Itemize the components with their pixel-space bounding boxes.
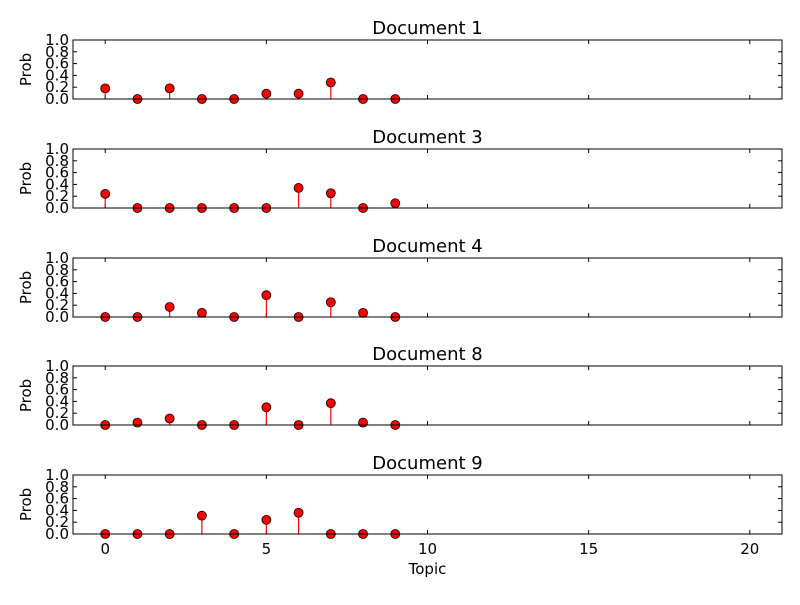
data-point <box>261 402 272 413</box>
y-tick-label: 0.6 <box>45 164 69 182</box>
data-point <box>100 83 111 94</box>
y-tick-label: 1.0 <box>45 357 69 375</box>
data-point <box>293 507 304 518</box>
subplot-title: Document 3 <box>372 127 482 148</box>
y-tick-label: 0.8 <box>45 478 69 496</box>
data-point <box>100 188 111 199</box>
y-axis-label: Prob <box>17 162 35 195</box>
data-point <box>293 88 304 99</box>
x-tick-label: 20 <box>740 540 759 558</box>
y-tick-label: 0.8 <box>45 369 69 387</box>
subplot: Document 1 Prob 0.00.20.40.60.81.0 <box>17 18 783 108</box>
subplot: Document 9 Prob 0.00.20.40.60.81.0 0 5 10 15 20… <box>17 453 783 578</box>
y-tick-label: 0.2 <box>45 187 69 205</box>
x-tick-label: 5 <box>262 540 272 558</box>
data-point <box>325 398 336 409</box>
y-tick-label: 0.2 <box>45 513 69 531</box>
y-tick-label: 0.6 <box>45 273 69 291</box>
subplot: Document 8 Prob 0.00.20.40.60.81.0 <box>17 344 783 434</box>
y-tick-label: 0.4 <box>45 284 69 302</box>
data-point <box>293 183 304 193</box>
axes-frame <box>72 257 783 318</box>
y-tick-label: 0.2 <box>45 404 69 422</box>
data-point <box>164 302 175 312</box>
y-axis-label: Prob <box>17 271 35 304</box>
subplot-title: Document 8 <box>372 344 482 365</box>
axes-frame <box>72 39 783 100</box>
data-point <box>325 188 336 199</box>
subplot-title: Document 9 <box>372 453 482 474</box>
y-tick-label: 0.6 <box>45 490 69 508</box>
y-tick-label: 1.0 <box>45 140 69 158</box>
data-point <box>358 417 368 428</box>
x-axis-label: Topic <box>408 560 447 578</box>
axes-frame <box>72 365 783 426</box>
y-tick-label: 0.0 <box>45 525 69 543</box>
y-tick-label: 1.0 <box>45 31 69 49</box>
y-tick-label: 0.4 <box>45 501 69 519</box>
axes-frame <box>72 474 783 535</box>
y-tick-label: 0.4 <box>45 392 69 410</box>
data-point <box>358 307 368 318</box>
y-tick-label: 1.0 <box>45 466 69 484</box>
data-point <box>261 290 272 301</box>
y-tick-label: 0.8 <box>45 152 69 170</box>
subplot: Document 4 Prob 0.00.20.40.60.81.0 <box>17 236 783 326</box>
data-point <box>325 77 336 88</box>
subplot-title: Document 1 <box>372 18 482 39</box>
y-tick-label: 0.8 <box>45 261 69 279</box>
data-point <box>325 297 336 308</box>
data-point <box>261 514 272 525</box>
y-tick-label: 0.0 <box>45 308 69 326</box>
y-tick-label: 0.2 <box>45 78 69 96</box>
y-tick-label: 0.0 <box>45 90 69 108</box>
y-tick-label: 0.4 <box>45 66 69 84</box>
y-tick-label: 0.6 <box>45 55 69 73</box>
x-tick-label: 0 <box>100 540 110 558</box>
y-axis-label: Prob <box>17 53 35 86</box>
data-point <box>132 417 143 428</box>
data-point <box>164 413 175 424</box>
y-tick-label: 0.4 <box>45 175 69 193</box>
y-axis-label: Prob <box>17 379 35 412</box>
axes-frame <box>72 148 783 209</box>
subplot: Document 3 Prob 0.00.20.40.60.81.0 <box>17 127 783 217</box>
data-point <box>197 307 207 318</box>
y-tick-label: 0.0 <box>45 416 69 434</box>
y-tick-label: 0.8 <box>45 43 69 61</box>
y-tick-label: 0.6 <box>45 381 69 399</box>
data-point <box>390 198 401 209</box>
subplot-title: Document 4 <box>372 236 482 257</box>
data-point <box>261 88 272 99</box>
y-tick-label: 0.0 <box>45 199 69 217</box>
y-tick-label: 1.0 <box>45 249 69 267</box>
x-tick-label: 10 <box>418 540 437 558</box>
x-tick-label: 15 <box>579 540 598 558</box>
data-point <box>164 83 175 94</box>
y-axis-label: Prob <box>17 488 35 521</box>
data-point <box>197 510 207 521</box>
y-tick-label: 0.2 <box>45 296 69 314</box>
